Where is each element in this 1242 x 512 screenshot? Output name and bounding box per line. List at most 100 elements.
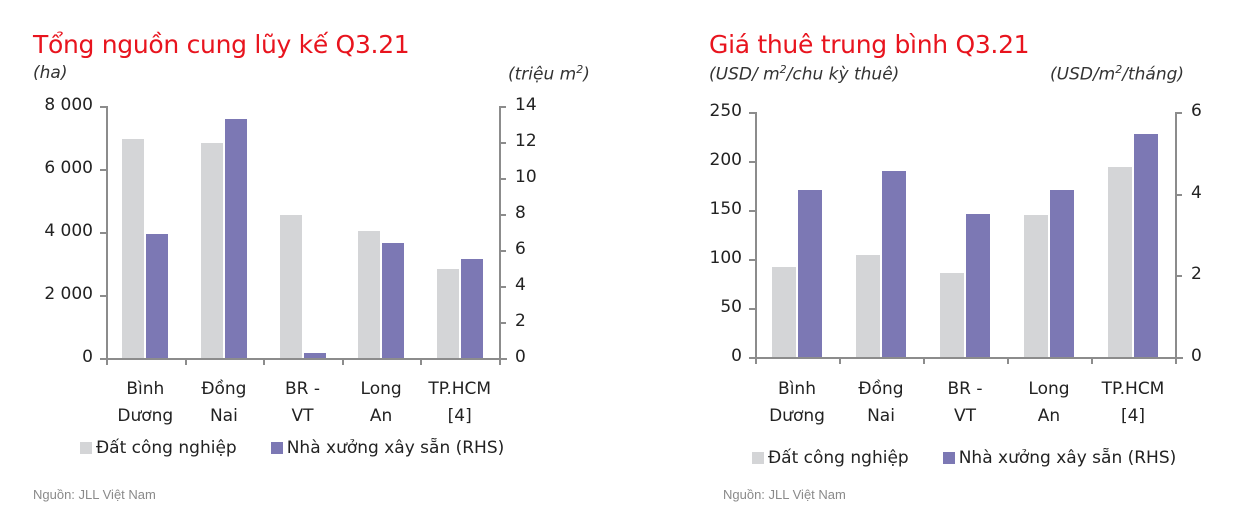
left-tick-label: 100 [709,248,742,268]
category-label-line: Long [360,379,402,399]
legend: Đất công nghiệp Nhà xưởng xây sẵn (RHS) [752,448,1210,468]
category-label-line: Bình [778,379,816,399]
unit-sup: 2 [576,63,584,76]
right-tick [499,214,506,216]
right-tick-label: 14 [515,95,537,115]
legend-label: Đất công nghiệp [96,438,237,458]
category-tick [923,357,925,364]
category-tick [1007,357,1009,364]
right-tick [499,286,506,288]
category-tick [499,358,501,365]
bar-ready-built-factory [224,118,247,358]
legend-item-industrial-land: Đất công nghiệp [80,438,237,458]
left-tick [749,210,756,212]
category-label-line: Dương [117,406,174,426]
unit-text-end: ) [583,64,590,85]
right-tick-label: 4 [515,275,526,295]
left-axis-unit: (USD/ m2/chu kỳ thuê) [709,63,899,85]
left-tick [749,161,756,163]
bar-ready-built-factory [966,214,990,357]
category-label-line: VT [291,406,314,426]
unit-text: (triệu m [508,64,577,85]
bar-industrial-land [772,266,796,357]
category-tick [420,358,423,365]
left-axis [106,106,108,358]
left-tick [749,308,756,310]
right-axis [1175,112,1177,357]
legend-label: Nhà xưởng xây sẵn (RHS) [286,438,505,458]
right-tick-label: 0 [1191,346,1202,366]
right-tick [499,142,506,144]
category-label-line: Đồng [858,379,904,399]
category-label-line: Dương [769,406,825,426]
bar-ready-built-factory [146,233,169,358]
right-tick [499,106,506,108]
category-label-line: BR - [947,379,983,399]
category-label-line: BR - [284,379,320,399]
bar-industrial-land [940,272,964,357]
category-tick [184,358,187,365]
right-tick-label: 4 [1191,182,1202,203]
right-tick [499,358,506,360]
left-tick [749,112,756,114]
bar-ready-built-factory [798,189,822,357]
bar-industrial-land [200,143,223,358]
left-tick-label: 8 000 [44,95,93,115]
legend: Đất công nghiệp Nhà xưởng xây sẵn (RHS) [80,438,538,458]
category-label-line: Long [1028,379,1070,399]
category-tick [1091,357,1093,364]
right-tick-label: 6 [1191,101,1202,121]
left-tick-label: 0 [731,346,742,366]
category-label: BR - VT [920,376,1010,430]
chart-total-supply: Tổng nguồn cung lũy kế Q3.21 (ha) (triệu… [0,0,620,512]
category-label-line: An [369,406,393,426]
bar-industrial-land [1024,214,1048,357]
left-axis [755,112,757,357]
legend-item-industrial-land: Đất công nghiệp [752,448,909,468]
left-tick [100,358,107,360]
right-tick-label: 6 [515,239,526,259]
right-tick-label: 2 [1191,264,1202,285]
bar-ready-built-factory [1134,134,1158,357]
bar-ready-built-factory [882,171,906,357]
bar-ready-built-factory [460,259,483,358]
category-label-line: TP.HCM [1101,379,1165,399]
bar-industrial-land [1108,166,1132,357]
category-label-line: Đồng [201,379,247,399]
left-tick-label: 50 [720,297,742,317]
left-tick-label: 150 [709,199,742,219]
left-tick [100,169,107,171]
category-label-line: [4] [1120,406,1146,426]
bar-industrial-land [122,139,145,358]
right-tick [1175,112,1182,114]
right-tick-label: 10 [515,167,537,187]
x-axis [749,357,1183,359]
chart-title: Giá thuê trung bình Q3.21 [709,30,1030,59]
bar-ready-built-factory [1050,189,1074,357]
unit-text-end: /chu kỳ thuê) [786,64,900,85]
left-axis-unit: (ha) [33,63,68,83]
legend-item-ready-built-factory: Nhà xưởng xây sẵn (RHS) [942,448,1177,468]
category-tick [1175,357,1177,364]
legend-item-ready-built-factory: Nhà xưởng xây sẵn (RHS) [270,438,505,458]
left-tick-label: 250 [709,101,742,121]
category-label-line: VT [953,406,976,426]
legend-label: Nhà xưởng xây sẵn (RHS) [958,448,1177,468]
category-label: TP.HCM [4] [415,376,505,430]
right-tick [499,322,506,324]
unit-text-end: /tháng) [1122,64,1185,85]
right-tick [499,178,506,180]
left-tick [100,106,107,108]
category-tick [106,358,108,365]
legend-swatch-grey [80,442,92,454]
unit-text: (USD/m [1050,64,1116,85]
unit-sup: 2 [779,63,787,76]
left-tick [100,295,107,297]
unit-text: (USD/ m [709,64,780,85]
legend-swatch-purple [270,442,283,454]
category-label: Long An [336,376,426,430]
category-label-line: [4] [447,406,472,426]
right-tick [1175,357,1182,359]
category-label: BR - VT [258,376,348,430]
